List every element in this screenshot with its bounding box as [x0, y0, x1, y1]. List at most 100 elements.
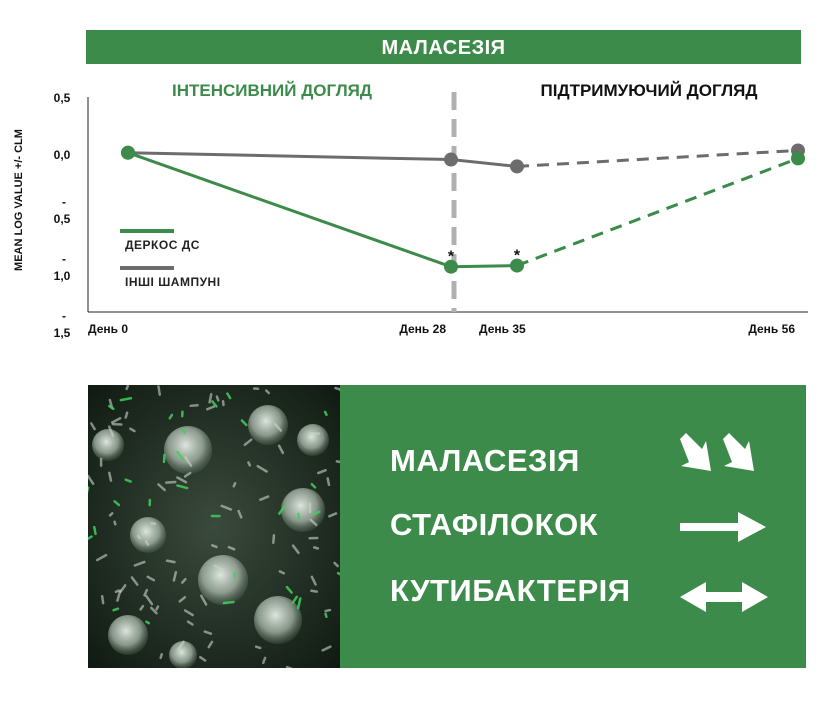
results-panel: МАЛАСЕЗІЯ СТАФІЛОКОК КУТИБАКТЕРІЯ [88, 385, 806, 668]
y-tick-label: 1,0 [54, 269, 71, 283]
bacterium [150, 521, 157, 526]
bacterium [310, 589, 319, 593]
bacterium [157, 385, 162, 396]
bacterium [186, 620, 194, 626]
bacterium [107, 425, 115, 438]
bacterium [203, 630, 213, 635]
yeast-cell [108, 615, 148, 655]
legend-label: ІНШІ ШАМПУНІ [125, 275, 221, 289]
series-line-solid [127, 151, 518, 168]
result-label-malassezia: МАЛАСЕЗІЯ [390, 443, 580, 478]
bacterium [210, 514, 221, 518]
bacterium [88, 535, 93, 543]
bacterium [226, 392, 232, 400]
microscope-image [88, 385, 340, 668]
series-line-dashed [516, 148, 799, 168]
bacterium [308, 502, 312, 514]
y-tick-label: - [62, 309, 66, 323]
bacterium [232, 482, 237, 488]
bacterium [310, 482, 317, 489]
data-point [791, 151, 805, 166]
bacterium [285, 665, 295, 668]
bacterium [113, 520, 117, 526]
bacterium [213, 564, 225, 572]
bacterium [208, 393, 213, 404]
bacterium [296, 597, 302, 610]
bacterium [176, 476, 188, 484]
bacterium [159, 653, 163, 660]
bacterium [183, 471, 192, 478]
bacterium [233, 572, 236, 578]
bacterium [215, 395, 220, 402]
bacterium [278, 505, 286, 515]
bacterium [227, 545, 236, 551]
bacterium [108, 398, 114, 409]
bacterium [221, 400, 225, 407]
bacterium [150, 606, 158, 615]
bacterium [323, 410, 328, 417]
bacterium [143, 588, 149, 597]
bacterium [145, 620, 151, 625]
bacterium [108, 512, 114, 517]
bacterium [291, 544, 300, 555]
bacterium [93, 525, 97, 536]
bacterium [88, 474, 95, 485]
x-tick-label: День 28 [399, 322, 446, 336]
bacterium [178, 595, 187, 603]
bacterium [124, 478, 132, 483]
bacterium [144, 540, 150, 547]
data-point [444, 259, 458, 274]
bacterium [328, 512, 338, 518]
bacterium [139, 604, 145, 611]
bacterium [176, 484, 189, 490]
bacterium [259, 495, 270, 502]
bacterium [162, 453, 166, 464]
bacterium [333, 561, 339, 568]
bacterium [277, 444, 285, 455]
bacterium [129, 427, 136, 433]
bacterium [184, 456, 193, 467]
legend-label: ДЕРКОС ДС [125, 238, 200, 252]
bacterium [155, 605, 160, 611]
bacterium [88, 486, 90, 495]
line-chart: ІНТЕНСИВНИЙ ДОГЛЯД ПІДТРИМУЮЧИЙ ДОГЛЯД M… [13, 81, 808, 340]
bacterium [108, 471, 113, 482]
yeast-cell [297, 424, 329, 456]
bacterium [165, 480, 177, 484]
bacterium [335, 460, 340, 465]
bacterium [206, 405, 216, 411]
bacterium [99, 457, 103, 467]
bacterium [297, 512, 301, 520]
y-tick-label: 1,5 [54, 326, 71, 340]
bacterium [124, 411, 129, 419]
bacterium [308, 432, 321, 435]
bacterium [278, 570, 286, 575]
bacterium [165, 559, 176, 564]
bacterium [264, 389, 271, 395]
data-point [444, 152, 458, 167]
bacterium [125, 385, 130, 391]
y-axis-label: MEAN LOG VALUE +/- CLM [13, 129, 25, 271]
double-down-right-arrow-icon [680, 433, 754, 471]
bacterium [272, 534, 276, 544]
bacterium [207, 640, 214, 649]
chart-title: МАЛАСЕЗІЯ [86, 30, 801, 64]
bacterium [222, 600, 235, 605]
y-tick-label: 0,5 [54, 212, 71, 226]
bacterium [172, 570, 178, 582]
yeast-cell [169, 641, 197, 668]
result-label-cutibacterium: КУТИБАКТЕРІЯ [390, 573, 631, 608]
bacterium [136, 534, 141, 540]
bacterium [252, 387, 260, 390]
bacterium [256, 464, 268, 473]
bacterium [95, 553, 108, 562]
bacterium [183, 609, 194, 617]
bacterium [312, 510, 321, 516]
bacterium [240, 419, 248, 427]
bacterium [324, 612, 328, 619]
bacterium [116, 589, 122, 602]
bacterium [254, 645, 262, 650]
bacterium [220, 504, 233, 511]
result-label-staphylococcus: СТАФІЛОКОК [390, 507, 599, 542]
bacterium [200, 594, 208, 606]
